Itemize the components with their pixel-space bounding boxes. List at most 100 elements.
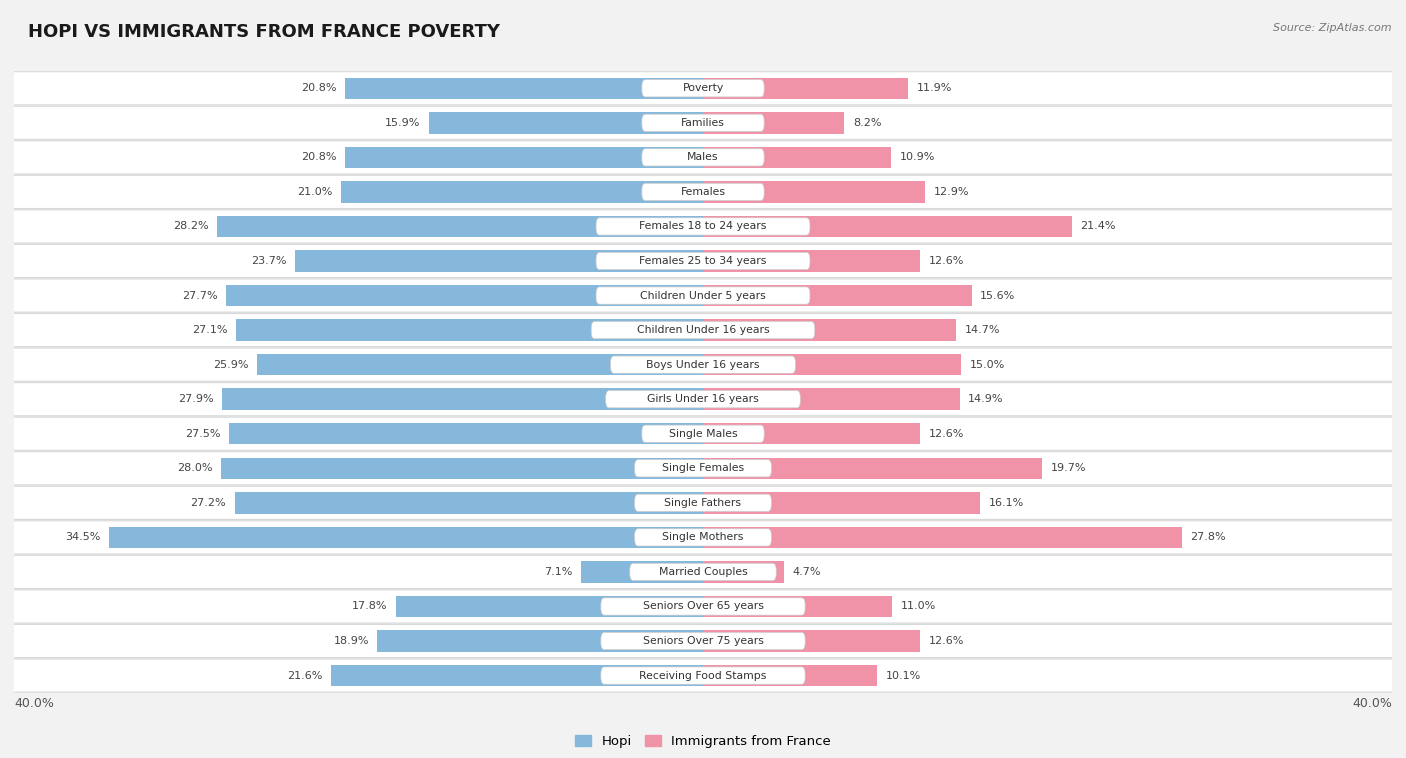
Text: Females 18 to 24 years: Females 18 to 24 years	[640, 221, 766, 231]
FancyBboxPatch shape	[6, 487, 1400, 519]
Text: 12.6%: 12.6%	[928, 429, 965, 439]
Text: 10.9%: 10.9%	[900, 152, 935, 162]
FancyBboxPatch shape	[630, 563, 776, 581]
Bar	[429, 112, 703, 133]
Text: 28.0%: 28.0%	[177, 463, 212, 473]
FancyBboxPatch shape	[6, 590, 1400, 623]
Bar	[396, 596, 703, 617]
Text: Single Mothers: Single Mothers	[662, 532, 744, 543]
Text: 28.2%: 28.2%	[173, 221, 208, 231]
Text: 16.1%: 16.1%	[988, 498, 1024, 508]
Text: 12.6%: 12.6%	[928, 636, 965, 646]
Text: 27.5%: 27.5%	[186, 429, 221, 439]
Bar	[703, 146, 891, 168]
Text: Males: Males	[688, 152, 718, 162]
FancyBboxPatch shape	[634, 529, 772, 546]
FancyBboxPatch shape	[6, 141, 1400, 174]
Bar	[703, 423, 920, 444]
Text: 10.1%: 10.1%	[886, 671, 921, 681]
Text: Seniors Over 75 years: Seniors Over 75 years	[643, 636, 763, 646]
Text: Females 25 to 34 years: Females 25 to 34 years	[640, 256, 766, 266]
Bar	[703, 631, 920, 652]
Bar	[222, 389, 703, 410]
FancyBboxPatch shape	[643, 114, 763, 131]
Text: 20.8%: 20.8%	[301, 83, 336, 93]
Text: 40.0%: 40.0%	[1353, 697, 1392, 710]
Text: 8.2%: 8.2%	[853, 117, 882, 128]
Bar	[703, 181, 925, 202]
Text: 27.8%: 27.8%	[1191, 532, 1226, 543]
Bar	[703, 492, 980, 514]
Bar	[703, 250, 920, 271]
FancyBboxPatch shape	[596, 287, 810, 304]
FancyBboxPatch shape	[6, 383, 1400, 416]
Bar	[377, 631, 703, 652]
Text: 25.9%: 25.9%	[212, 359, 249, 370]
Text: Receiving Food Stamps: Receiving Food Stamps	[640, 671, 766, 681]
Text: 23.7%: 23.7%	[250, 256, 287, 266]
Bar	[226, 285, 703, 306]
FancyBboxPatch shape	[6, 625, 1400, 658]
Text: 21.0%: 21.0%	[297, 187, 333, 197]
Text: 21.6%: 21.6%	[287, 671, 322, 681]
Text: 14.7%: 14.7%	[965, 325, 1000, 335]
Text: 27.1%: 27.1%	[193, 325, 228, 335]
Bar	[342, 181, 703, 202]
Text: Families: Families	[681, 117, 725, 128]
Text: 15.9%: 15.9%	[385, 117, 420, 128]
Bar	[229, 423, 703, 444]
Text: 12.9%: 12.9%	[934, 187, 969, 197]
Bar	[703, 77, 908, 99]
Text: 19.7%: 19.7%	[1050, 463, 1087, 473]
Bar	[295, 250, 703, 271]
Text: Single Fathers: Single Fathers	[665, 498, 741, 508]
Bar	[344, 77, 703, 99]
FancyBboxPatch shape	[6, 556, 1400, 588]
FancyBboxPatch shape	[610, 356, 796, 373]
Bar	[703, 596, 893, 617]
Text: 15.6%: 15.6%	[980, 290, 1015, 301]
FancyBboxPatch shape	[643, 183, 763, 201]
FancyBboxPatch shape	[596, 218, 810, 235]
Text: Boys Under 16 years: Boys Under 16 years	[647, 359, 759, 370]
Text: Seniors Over 65 years: Seniors Over 65 years	[643, 602, 763, 612]
Text: Poverty: Poverty	[682, 83, 724, 93]
FancyBboxPatch shape	[6, 279, 1400, 312]
FancyBboxPatch shape	[6, 72, 1400, 105]
Text: 40.0%: 40.0%	[14, 697, 53, 710]
Bar	[703, 112, 844, 133]
Text: 4.7%: 4.7%	[793, 567, 821, 577]
FancyBboxPatch shape	[6, 210, 1400, 243]
Text: Single Females: Single Females	[662, 463, 744, 473]
Bar	[257, 354, 703, 375]
FancyBboxPatch shape	[6, 452, 1400, 485]
Bar	[703, 354, 962, 375]
Text: Children Under 5 years: Children Under 5 years	[640, 290, 766, 301]
Bar	[235, 492, 703, 514]
Text: Children Under 16 years: Children Under 16 years	[637, 325, 769, 335]
FancyBboxPatch shape	[600, 667, 806, 684]
FancyBboxPatch shape	[600, 632, 806, 650]
FancyBboxPatch shape	[6, 244, 1400, 277]
Text: 15.0%: 15.0%	[970, 359, 1005, 370]
Text: 11.9%: 11.9%	[917, 83, 952, 93]
Text: HOPI VS IMMIGRANTS FROM FRANCE POVERTY: HOPI VS IMMIGRANTS FROM FRANCE POVERTY	[28, 23, 501, 41]
Bar	[218, 216, 703, 237]
Bar	[703, 527, 1182, 548]
Bar	[108, 527, 703, 548]
FancyBboxPatch shape	[6, 521, 1400, 554]
Bar	[221, 458, 703, 479]
Bar	[703, 458, 1042, 479]
Text: 20.8%: 20.8%	[301, 152, 336, 162]
Text: 7.1%: 7.1%	[544, 567, 572, 577]
Text: Females: Females	[681, 187, 725, 197]
Bar	[236, 319, 703, 341]
FancyBboxPatch shape	[6, 348, 1400, 381]
Legend: Hopi, Immigrants from France: Hopi, Immigrants from France	[569, 729, 837, 753]
FancyBboxPatch shape	[634, 459, 772, 477]
FancyBboxPatch shape	[606, 390, 800, 408]
Text: 21.4%: 21.4%	[1080, 221, 1116, 231]
Text: Married Couples: Married Couples	[658, 567, 748, 577]
FancyBboxPatch shape	[634, 494, 772, 512]
Bar	[703, 665, 877, 686]
